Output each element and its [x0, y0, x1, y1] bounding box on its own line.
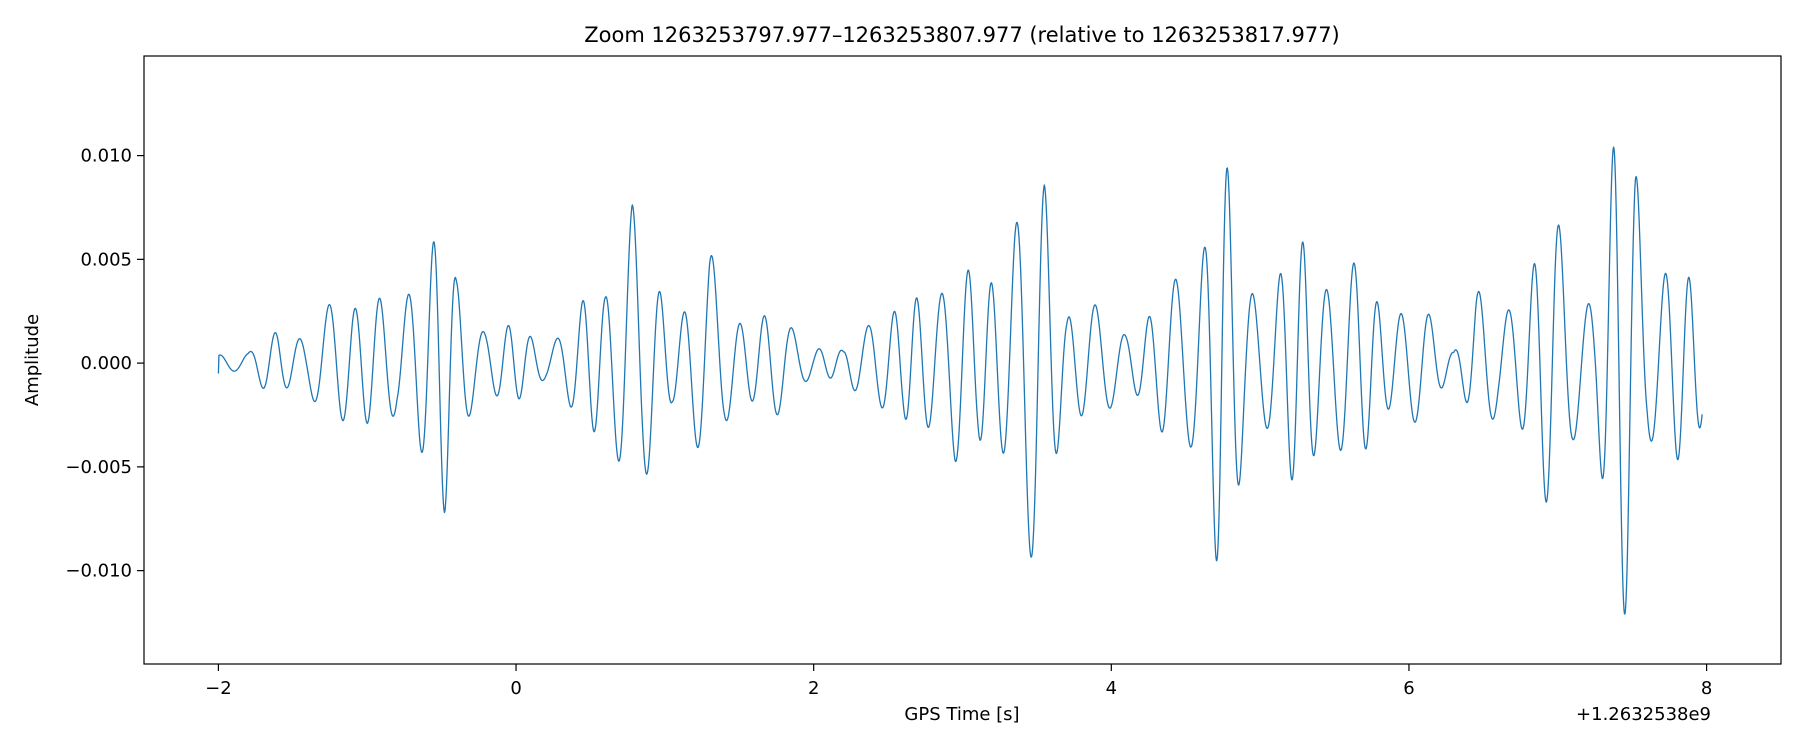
- y-tick-label: −0.010: [65, 561, 132, 582]
- chart-title: Zoom 1263253797.977–1263253807.977 (rela…: [584, 23, 1340, 47]
- y-axis-label: Amplitude: [22, 314, 43, 406]
- plot-frame: [143, 55, 1782, 665]
- x-tick-label: 4: [1106, 678, 1117, 699]
- y-tick-label: 0.005: [80, 249, 132, 270]
- plot-area: [143, 55, 1782, 665]
- series-layer: [217, 146, 1703, 615]
- x-axis-offset-label: +1.2632538e9: [1576, 704, 1711, 725]
- x-axis: −2 0 2 4 6 8: [205, 664, 1712, 699]
- y-tick-label: 0.000: [80, 353, 132, 374]
- x-axis-label: GPS Time [s]: [904, 704, 1019, 725]
- x-tick-label: 2: [808, 678, 819, 699]
- x-tick-label: 0: [510, 678, 521, 699]
- series-line: [217, 146, 1703, 615]
- y-tick-label: −0.005: [65, 457, 132, 478]
- x-tick-label: 6: [1403, 678, 1414, 699]
- y-axis: −0.010 −0.005 0.000 0.005 0.010: [65, 146, 144, 582]
- x-tick-label: 8: [1701, 678, 1712, 699]
- y-tick-label: 0.010: [80, 146, 132, 167]
- x-tick-label: −2: [205, 678, 232, 699]
